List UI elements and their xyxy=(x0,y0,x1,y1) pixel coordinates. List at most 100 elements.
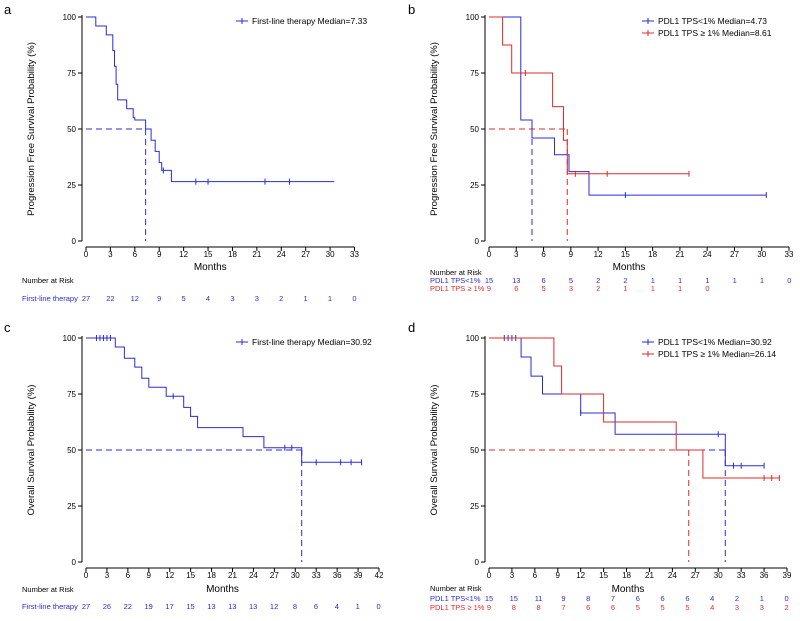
risk-number-b: 1 xyxy=(651,284,655,293)
risk-number-d: 15 xyxy=(510,594,518,603)
risk-number-b: 13 xyxy=(512,276,520,285)
y-tick-label-d: 50 xyxy=(470,446,479,455)
x-tick-label-d: 15 xyxy=(599,571,608,580)
risk-number-b: 15 xyxy=(485,276,493,285)
x-tick-label-a: 24 xyxy=(277,250,286,259)
risk-number-d: 5 xyxy=(636,603,640,612)
x-tick-label-d: 39 xyxy=(783,571,792,580)
risk-number-a: 27 xyxy=(82,294,90,303)
risk-number-d: 4 xyxy=(710,594,714,603)
risk-number-d: 8 xyxy=(537,603,541,612)
x-tick-label-b: 27 xyxy=(730,250,739,259)
y-tick-label-b: 100 xyxy=(466,13,480,22)
risk-number-d: 0 xyxy=(785,594,789,603)
risk-number-b: 5 xyxy=(569,276,573,285)
x-tick-label-c: 24 xyxy=(249,571,258,580)
risk-number-b: 1 xyxy=(623,284,627,293)
y-tick-label-b: 75 xyxy=(470,69,479,78)
risk-number-a: 1 xyxy=(328,294,332,303)
risk-number-c: 27 xyxy=(82,602,90,611)
risk-number-d: 7 xyxy=(611,594,615,603)
risk-number-b: 1 xyxy=(760,276,764,285)
risk-row-label-d: PDL1 TPS<1% xyxy=(430,594,481,603)
risk-number-d: 1 xyxy=(760,594,764,603)
risk-number-c: 17 xyxy=(165,602,173,611)
panel-letter-d: d xyxy=(408,320,415,335)
x-tick-label-d: 27 xyxy=(691,571,700,580)
risk-header-a: Number at Risk xyxy=(22,276,74,285)
risk-row-label-b: PDL1 TPS<1% xyxy=(430,276,481,285)
risk-number-c: 8 xyxy=(293,602,297,611)
x-tick-label-b: 15 xyxy=(621,250,630,259)
x-tick-label-b: 30 xyxy=(757,250,766,259)
risk-number-c: 0 xyxy=(377,602,381,611)
risk-number-d: 6 xyxy=(611,603,615,612)
risk-number-d: 5 xyxy=(661,603,665,612)
y-tick-label-d: 25 xyxy=(470,502,479,511)
y-tick-label-a: 75 xyxy=(67,69,76,78)
risk-number-d: 3 xyxy=(760,603,764,612)
risk-number-d: 6 xyxy=(661,594,665,603)
risk-number-b: 2 xyxy=(596,284,600,293)
y-axis-title-b: Progression Free Survival Probability (%… xyxy=(429,42,440,216)
x-tick-label-d: 0 xyxy=(487,571,492,580)
x-tick-label-b: 12 xyxy=(594,250,603,259)
y-tick-label-c: 75 xyxy=(67,390,76,399)
x-tick-label-b: 18 xyxy=(648,250,657,259)
legend-label-d: PDL1 TPS ≥ 1% Median=26.14 xyxy=(658,349,776,359)
x-tick-label-d: 3 xyxy=(510,571,515,580)
risk-number-a: 4 xyxy=(206,294,210,303)
legend-label-b: PDL1 TPS<1% Median=4.73 xyxy=(658,16,767,26)
risk-row-label-a: First-line therapy xyxy=(22,294,78,303)
risk-number-d: 9 xyxy=(561,594,565,603)
x-tick-label-a: 27 xyxy=(301,250,310,259)
x-tick-label-b: 24 xyxy=(703,250,712,259)
y-tick-label-a: 50 xyxy=(67,125,76,134)
risk-number-d: 2 xyxy=(785,603,789,612)
risk-number-c: 19 xyxy=(145,602,153,611)
panel-letter-c: c xyxy=(4,320,11,335)
x-tick-label-d: 24 xyxy=(668,571,677,580)
km-curve-a-0 xyxy=(86,16,335,183)
legend-label-d: PDL1 TPS<1% Median=30.92 xyxy=(658,337,772,347)
risk-number-d: 6 xyxy=(685,594,689,603)
risk-number-d: 8 xyxy=(512,603,516,612)
x-tick-label-b: 33 xyxy=(785,250,794,259)
y-tick-label-a: 100 xyxy=(63,13,77,22)
x-tick-label-c: 36 xyxy=(333,571,342,580)
y-tick-label-c: 100 xyxy=(63,334,77,343)
x-tick-label-c: 0 xyxy=(84,571,89,580)
legend-label-a: First-line therapy Median=7.33 xyxy=(252,16,367,26)
x-tick-label-c: 3 xyxy=(105,571,110,580)
risk-number-b: 0 xyxy=(787,276,791,285)
risk-number-b: 2 xyxy=(623,276,627,285)
x-tick-label-a: 9 xyxy=(157,250,162,259)
x-tick-label-a: 30 xyxy=(326,250,335,259)
x-tick-label-d: 18 xyxy=(622,571,631,580)
risk-number-d: 6 xyxy=(636,594,640,603)
km-curve-b-1 xyxy=(489,16,689,175)
risk-number-b: 6 xyxy=(542,276,546,285)
x-axis-title-a: Months xyxy=(194,262,227,273)
x-tick-label-c: 33 xyxy=(312,571,321,580)
x-tick-label-c: 15 xyxy=(186,571,195,580)
y-tick-label-b: 0 xyxy=(475,237,480,246)
risk-number-d: 8 xyxy=(586,594,590,603)
risk-number-b: 1 xyxy=(733,276,737,285)
y-tick-label-b: 50 xyxy=(470,125,479,134)
risk-number-a: 1 xyxy=(304,294,308,303)
risk-number-b: 1 xyxy=(678,284,682,293)
risk-number-d: 4 xyxy=(710,603,714,612)
y-tick-label-c: 25 xyxy=(67,502,76,511)
risk-number-a: 3 xyxy=(255,294,259,303)
panel-letter-a: a xyxy=(4,2,12,17)
risk-number-c: 4 xyxy=(335,602,339,611)
x-tick-label-a: 15 xyxy=(204,250,213,259)
y-axis-title-c: Overall Survival Probability (%) xyxy=(26,385,37,516)
x-tick-label-b: 0 xyxy=(487,250,492,259)
x-tick-label-c: 21 xyxy=(228,571,237,580)
risk-number-c: 22 xyxy=(124,602,132,611)
risk-number-c: 15 xyxy=(186,602,194,611)
x-tick-label-d: 36 xyxy=(760,571,769,580)
